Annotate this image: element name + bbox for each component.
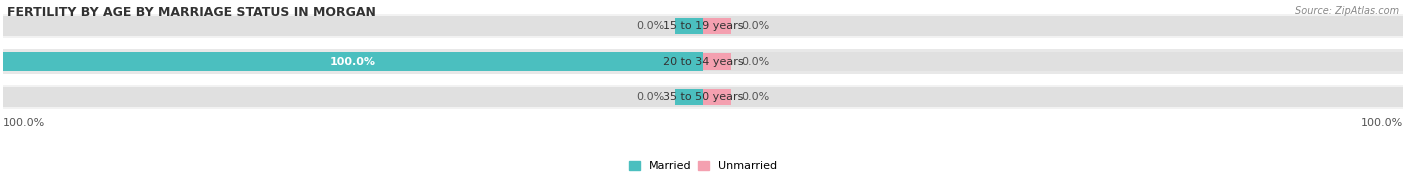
Bar	[703, 52, 1403, 71]
Bar	[675, 89, 703, 105]
Legend: Married, Unmarried: Married, Unmarried	[624, 157, 782, 176]
Text: 0.0%: 0.0%	[637, 21, 665, 31]
Bar	[3, 85, 1403, 109]
Bar	[3, 52, 703, 71]
Text: 100.0%: 100.0%	[3, 118, 45, 128]
Text: 0.0%: 0.0%	[637, 92, 665, 102]
Bar	[703, 89, 731, 105]
Text: FERTILITY BY AGE BY MARRIAGE STATUS IN MORGAN: FERTILITY BY AGE BY MARRIAGE STATUS IN M…	[7, 6, 375, 19]
Text: 15 to 19 years: 15 to 19 years	[662, 21, 744, 31]
Bar	[3, 49, 1403, 74]
Bar	[675, 53, 703, 70]
Text: 0.0%: 0.0%	[741, 92, 769, 102]
Text: 20 to 34 years: 20 to 34 years	[662, 56, 744, 66]
Bar	[703, 18, 731, 34]
Bar	[675, 18, 703, 34]
Text: 35 to 50 years: 35 to 50 years	[662, 92, 744, 102]
Bar	[703, 87, 1403, 107]
Text: 100.0%: 100.0%	[1361, 118, 1403, 128]
Bar	[3, 14, 1403, 38]
Bar	[3, 52, 703, 71]
Text: Source: ZipAtlas.com: Source: ZipAtlas.com	[1295, 6, 1399, 16]
Text: 100.0%: 100.0%	[330, 56, 375, 66]
Bar	[703, 16, 1403, 36]
Text: 0.0%: 0.0%	[741, 56, 769, 66]
Bar	[703, 53, 731, 70]
Bar	[3, 87, 703, 107]
Bar	[3, 16, 703, 36]
Text: 0.0%: 0.0%	[741, 21, 769, 31]
